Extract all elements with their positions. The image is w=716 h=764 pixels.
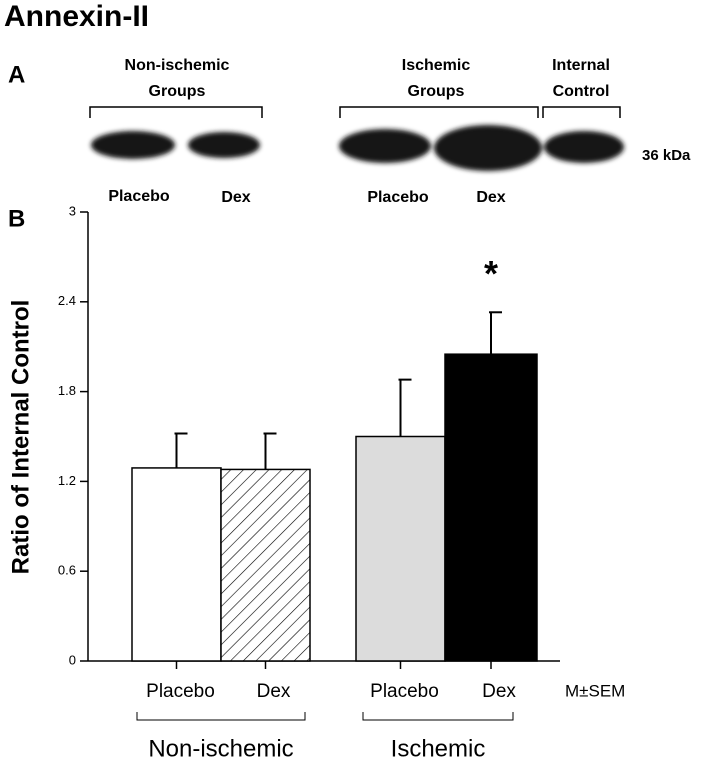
panel-label: B xyxy=(8,205,25,232)
blot-group-label: Control xyxy=(553,83,610,100)
figure-title: Annexin-II xyxy=(4,0,149,33)
y-tick-label: 1.2 xyxy=(58,473,76,488)
bar xyxy=(355,435,446,662)
x-tick-label: Dex xyxy=(257,681,291,702)
bar xyxy=(131,467,222,662)
group-label: Ischemic xyxy=(391,735,486,762)
blot-group-label: Groups xyxy=(408,83,465,100)
blot-group-label: Ischemic xyxy=(402,57,471,74)
blot-group-label: Non-ischemic xyxy=(125,57,230,74)
y-tick-label: 3 xyxy=(69,203,76,218)
y-tick-label: 1.8 xyxy=(58,383,76,398)
blot-brackets xyxy=(89,106,621,118)
y-tick-label: 0 xyxy=(69,652,76,667)
note: M±SEM xyxy=(565,681,625,700)
y-tick-label: 0.6 xyxy=(58,563,76,578)
lane-label: Dex xyxy=(221,189,250,206)
x-tick-label: Placebo xyxy=(146,681,215,702)
blot-bands xyxy=(91,125,624,171)
blot-group-label: Groups xyxy=(149,83,206,100)
bar xyxy=(444,353,538,662)
blot-group-label: Internal xyxy=(552,57,610,74)
lane-label: Dex xyxy=(476,189,505,206)
panel-label: A xyxy=(8,61,25,88)
bar xyxy=(220,468,311,662)
x-tick-label: Placebo xyxy=(370,681,439,702)
y-tick-label: 2.4 xyxy=(58,293,76,308)
y-axis-label: Ratio of Internal Control xyxy=(7,300,34,575)
marker-label: 36 kDa xyxy=(642,147,691,164)
annotation: * xyxy=(484,253,498,294)
group-bracket xyxy=(136,712,306,721)
lane-label: Placebo xyxy=(367,189,429,206)
group-bracket xyxy=(362,712,514,721)
lane-label: Placebo xyxy=(108,188,170,205)
x-tick-label: Dex xyxy=(482,681,516,702)
group-label: Non-ischemic xyxy=(148,735,293,762)
